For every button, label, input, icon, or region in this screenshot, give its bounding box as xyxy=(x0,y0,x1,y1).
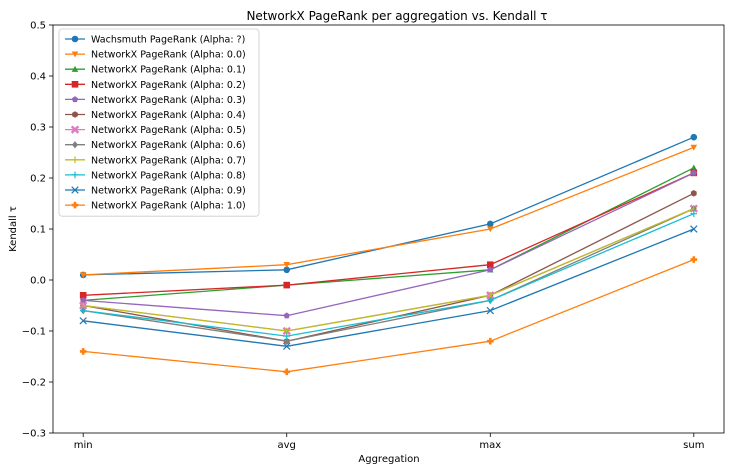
series-9 xyxy=(79,210,698,340)
legend-item: NetworkX PageRank (Alpha: 0.4) xyxy=(65,110,246,121)
data-point xyxy=(690,164,698,171)
data-point xyxy=(283,342,291,351)
data-point xyxy=(486,226,494,233)
legend-item: NetworkX PageRank (Alpha: 1.0) xyxy=(65,201,246,212)
series-10 xyxy=(79,225,698,351)
y-tick-label: −0.3 xyxy=(22,429,46,440)
legend: Wachsmuth PageRank (Alpha: ?) NetworkX Pa… xyxy=(58,28,260,217)
series-line xyxy=(83,228,695,347)
y-tick-label: 0.0 xyxy=(30,276,46,287)
data-point xyxy=(283,332,291,340)
legend-item: NetworkX PageRank (Alpha: 0.6) xyxy=(65,140,246,151)
chart-title: NetworkX PageRank per aggregation vs. Ke… xyxy=(246,9,547,23)
legend-item: NetworkX PageRank (Alpha: 0.2) xyxy=(65,80,246,91)
data-point xyxy=(486,220,494,228)
series-4 xyxy=(80,169,697,319)
y-tick-label: 0.2 xyxy=(30,174,46,185)
data-point xyxy=(283,262,291,268)
legend-box xyxy=(58,28,260,217)
legend-item: NetworkX PageRank (Alpha: 0.1) xyxy=(65,65,246,76)
y-tick-label: 0.3 xyxy=(30,123,46,134)
legend-label: NetworkX PageRank (Alpha: 0.8) xyxy=(91,170,246,181)
series-line xyxy=(83,213,695,337)
x-tick-label: sum xyxy=(683,440,704,451)
data-point xyxy=(690,144,698,151)
data-point xyxy=(79,292,87,299)
legend-label: Wachsmuth PageRank (Alpha: ?) xyxy=(91,35,245,46)
legend-marker xyxy=(71,51,79,58)
data-point xyxy=(486,297,494,304)
legend-label: NetworkX PageRank (Alpha: 0.9) xyxy=(91,186,246,197)
series-line xyxy=(83,146,695,276)
legend-item: NetworkX PageRank (Alpha: 0.7) xyxy=(65,155,246,166)
legend-marker xyxy=(71,186,79,194)
data-point xyxy=(486,337,494,345)
legend-marker xyxy=(71,171,79,179)
data-point xyxy=(79,317,87,325)
legend-label: NetworkX PageRank (Alpha: 0.4) xyxy=(91,110,246,121)
data-point xyxy=(690,225,698,233)
legend-label: NetworkX PageRank (Alpha: 0.2) xyxy=(91,80,246,91)
legend-label: NetworkX PageRank (Alpha: 0.6) xyxy=(91,140,246,151)
legend-label: NetworkX PageRank (Alpha: 0.5) xyxy=(91,125,246,136)
y-tick-label: −0.1 xyxy=(22,327,46,338)
x-axis-label: Aggregation xyxy=(358,454,419,465)
legend-item: NetworkX PageRank (Alpha: 0.9) xyxy=(65,186,246,197)
legend-marker xyxy=(70,125,80,134)
data-point xyxy=(283,368,291,376)
legend-item: NetworkX PageRank (Alpha: 0.3) xyxy=(65,95,246,106)
legend-marker xyxy=(72,141,78,149)
y-axis-label: Kendall τ xyxy=(8,206,19,252)
legend-marker xyxy=(71,65,79,72)
legend-label: NetworkX PageRank (Alpha: 0.3) xyxy=(91,95,246,106)
data-point xyxy=(690,210,698,217)
data-point xyxy=(283,337,290,345)
legend-label: NetworkX PageRank (Alpha: 0.1) xyxy=(91,65,246,76)
legend-item: NetworkX PageRank (Alpha: 0.0) xyxy=(65,50,246,61)
legend-item: NetworkX PageRank (Alpha: 0.8) xyxy=(65,170,246,181)
series-1 xyxy=(79,144,698,279)
legend-marker xyxy=(71,201,79,209)
series-line xyxy=(83,258,695,373)
y-tick-label: −0.2 xyxy=(22,378,46,389)
y-tick-label: 0.4 xyxy=(30,72,46,83)
data-point xyxy=(690,169,697,176)
legend-marker xyxy=(71,81,79,88)
x-tick-label: max xyxy=(479,440,501,451)
series-line xyxy=(83,208,695,332)
data-point xyxy=(79,307,87,314)
data-point xyxy=(486,306,494,315)
series-line xyxy=(83,208,695,342)
series-line xyxy=(83,172,695,296)
data-point xyxy=(79,348,87,355)
data-point xyxy=(80,297,87,304)
series-line xyxy=(83,172,695,317)
data-point xyxy=(690,133,698,141)
legend-item: NetworkX PageRank (Alpha: 0.5) xyxy=(65,125,246,136)
legend-label: NetworkX PageRank (Alpha: 0.0) xyxy=(91,50,246,61)
data-point xyxy=(690,190,697,197)
y-tick-label: 0.5 xyxy=(30,21,46,32)
data-point xyxy=(283,266,291,274)
data-point xyxy=(690,256,698,263)
data-point xyxy=(79,272,87,279)
legend-marker xyxy=(71,35,79,43)
legend-marker xyxy=(71,96,79,103)
y-tick-label: 0.1 xyxy=(30,225,46,236)
data-point xyxy=(283,281,291,289)
data-point xyxy=(283,312,290,319)
series-11 xyxy=(79,256,698,376)
series-layer xyxy=(79,133,698,376)
x-tick-label: min xyxy=(74,440,93,451)
legend-item: Wachsmuth PageRank (Alpha: ?) xyxy=(65,35,245,46)
data-point xyxy=(486,261,494,268)
axes: −0.3 −0.2 −0.1 0.0 0.1 0.2 0.3 0.4 0.5 min avg max s… xyxy=(22,21,705,452)
data-point xyxy=(487,266,494,273)
legend-label: NetworkX PageRank (Alpha: 1.0) xyxy=(91,201,246,212)
legend-marker xyxy=(72,111,78,118)
legend-label: NetworkX PageRank (Alpha: 0.7) xyxy=(91,155,246,166)
x-tick-label: avg xyxy=(278,440,296,451)
